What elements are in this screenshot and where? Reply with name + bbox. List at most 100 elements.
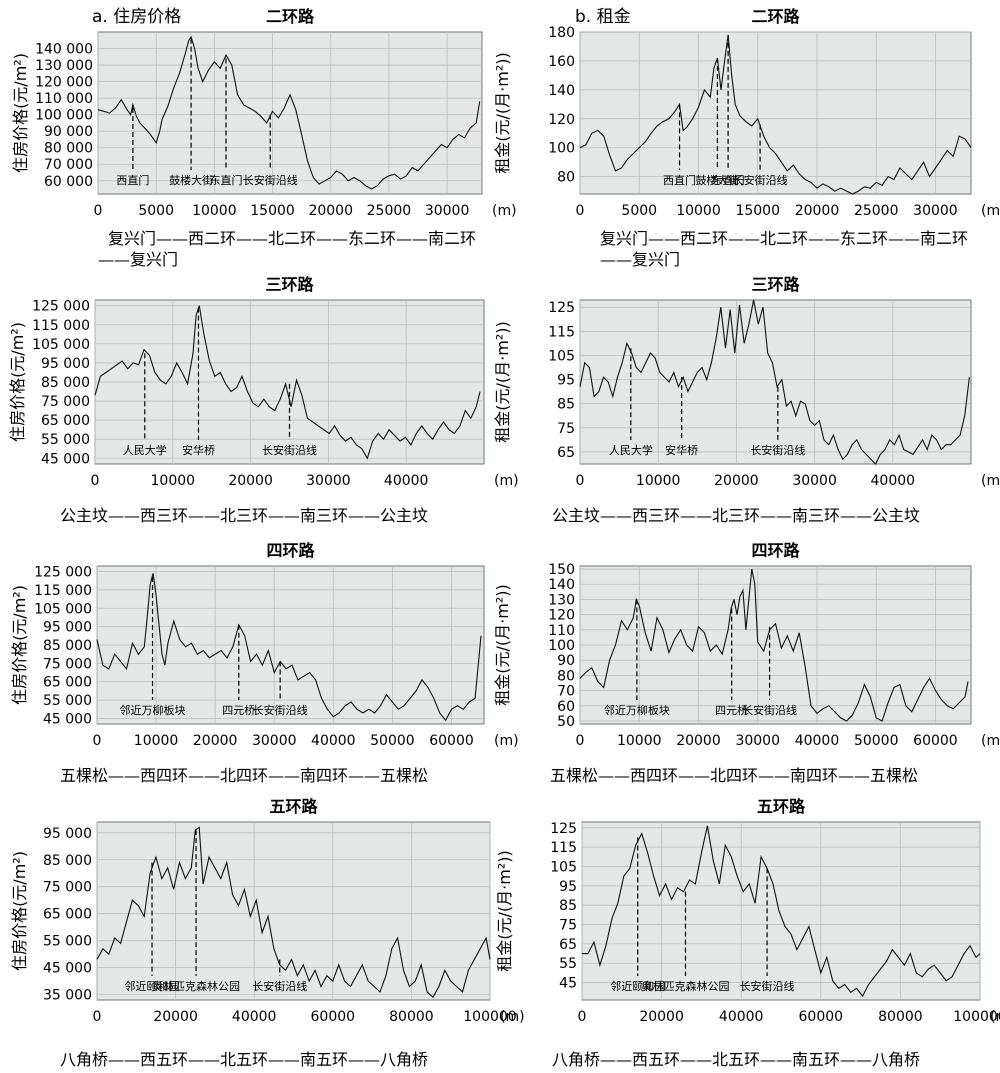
annotation-label: 四元桥 (222, 704, 255, 717)
y-tick-label: 50 (557, 714, 575, 730)
y-tick-label: 95 (559, 879, 577, 895)
x-unit-label: (m) (500, 1009, 525, 1025)
y-tick-label: 120 (548, 608, 575, 624)
y-tick-label: 100 (548, 141, 575, 157)
x-tick-label: 0 (578, 1009, 587, 1025)
annotation-label: 长安街沿线 (733, 173, 788, 187)
y-axis-label: 住房价格(元/m²) (11, 53, 30, 173)
route-ring4-price: 五棵松——西四环——北四环——南四环——五棵松 (60, 766, 429, 785)
series-line (94, 305, 481, 460)
annotation-label: 长安街沿线 (243, 173, 298, 187)
y-axis-label: 住房价格(元/m²) (10, 585, 29, 705)
panel-a-label: a. 住房价格 (92, 7, 182, 27)
chart-title: 四环路 (751, 541, 800, 560)
y-tick-label: 105 000 (32, 337, 90, 353)
x-tick-label: 40000 (311, 733, 356, 749)
annotation-label: 西直门 (116, 173, 149, 187)
x-tick-label: 25000 (854, 203, 899, 219)
y-tick-label: 95 000 (43, 826, 92, 842)
x-unit-label: (m) (492, 203, 517, 219)
y-tick-label: 85 000 (43, 853, 92, 869)
y-tick-label: 45 (559, 976, 577, 992)
y-tick-label: 80 (557, 668, 575, 684)
y-axis-label: 租金(元/(月·m²)) (493, 52, 512, 173)
annotation-label: 长安街沿线 (262, 443, 317, 457)
x-tick-label: 5000 (621, 203, 657, 219)
y-tick-label: 90 000 (44, 124, 93, 140)
y-tick-label: 125 000 (34, 565, 92, 581)
x-tick-label: 30000 (252, 733, 297, 749)
x-tick-label: 10000 (192, 203, 237, 219)
chart-title: 二环路 (751, 7, 800, 26)
x-tick-label: 10000 (676, 203, 721, 219)
x-tick-label: 10000 (151, 473, 196, 489)
y-tick-label: 115 000 (32, 318, 90, 334)
x-tick-label: 30000 (425, 203, 470, 219)
annotation-label: 四元桥 (715, 704, 748, 717)
y-axis-label: 住房价格(元/m²) (8, 322, 27, 442)
x-tick-label: 20000 (639, 1009, 684, 1025)
annotation-label: 西直门 (663, 173, 696, 187)
y-tick-label: 75 (557, 421, 575, 437)
annotation-label: 人民大学 (609, 443, 653, 457)
y-tick-label: 65 000 (43, 907, 92, 923)
x-tick-label: 15000 (735, 203, 780, 219)
y-tick-label: 45 000 (43, 711, 92, 727)
y-tick-label: 45 000 (41, 451, 90, 467)
y-tick-label: 70 (557, 684, 575, 700)
plot-area (579, 31, 972, 195)
annotation-label: 人民大学 (123, 443, 167, 457)
x-unit-label: (m) (981, 473, 1000, 489)
y-tick-label: 125 (548, 300, 575, 316)
annotation-label: 奥林匹克森林公园 (152, 979, 240, 993)
chart-title: 五环路 (757, 797, 806, 816)
y-tick-label: 70 000 (44, 157, 93, 173)
y-tick-label: 55 000 (43, 934, 92, 950)
x-tick-label: 60000 (913, 733, 958, 749)
x-tick-label: 0 (91, 473, 100, 489)
x-tick-label: 30000 (735, 733, 780, 749)
series-line (579, 568, 969, 722)
annotation-label: 安华桥 (665, 443, 698, 457)
route-ring4-rent: 五棵松——西四环——北四环——南四环——五棵松 (550, 766, 919, 785)
x-tick-label: 0 (94, 203, 103, 219)
series-line (579, 299, 970, 465)
y-tick-label: 65 000 (41, 413, 90, 429)
y-tick-label: 120 000 (35, 75, 93, 91)
x-unit-label: (m) (990, 1009, 1000, 1025)
y-tick-label: 55 000 (43, 693, 92, 709)
x-tick-label: 10000 (636, 473, 681, 489)
plot-area (579, 299, 972, 465)
chart-title: 二环路 (266, 7, 315, 26)
annotation-label: 鼓楼大街 (695, 173, 739, 187)
y-tick-label: 60 (557, 699, 575, 715)
x-tick-label: 40000 (871, 473, 916, 489)
y-tick-label: 75 000 (41, 394, 90, 410)
y-tick-label: 110 (548, 623, 575, 639)
x-tick-label: 40000 (795, 733, 840, 749)
series-line (96, 573, 482, 722)
series-line (582, 825, 981, 998)
y-tick-label: 130 000 (35, 58, 93, 74)
annotation-label: 鼓楼大街 (169, 173, 213, 187)
y-tick-label: 105 (550, 860, 577, 876)
y-tick-label: 105 (548, 348, 575, 364)
annotation-label: 长安街沿线 (252, 979, 307, 993)
y-tick-label: 125 000 (32, 299, 90, 315)
y-axis-label: 住房价格(元/m²) (10, 851, 29, 971)
x-tick-label: 50000 (370, 733, 415, 749)
panel-b-label: b. 租金 (575, 7, 631, 27)
route-ring5-rent: 八角桥——西五环——北五环——南五环——八角桥 (552, 1050, 921, 1069)
x-unit-label: (m) (494, 733, 519, 749)
x-tick-label: 40000 (384, 473, 429, 489)
annotation-label: 长安街沿线 (742, 703, 797, 717)
y-tick-label: 160 (548, 54, 575, 70)
x-unit-label: (m) (981, 203, 1000, 219)
plot-area (97, 31, 483, 195)
